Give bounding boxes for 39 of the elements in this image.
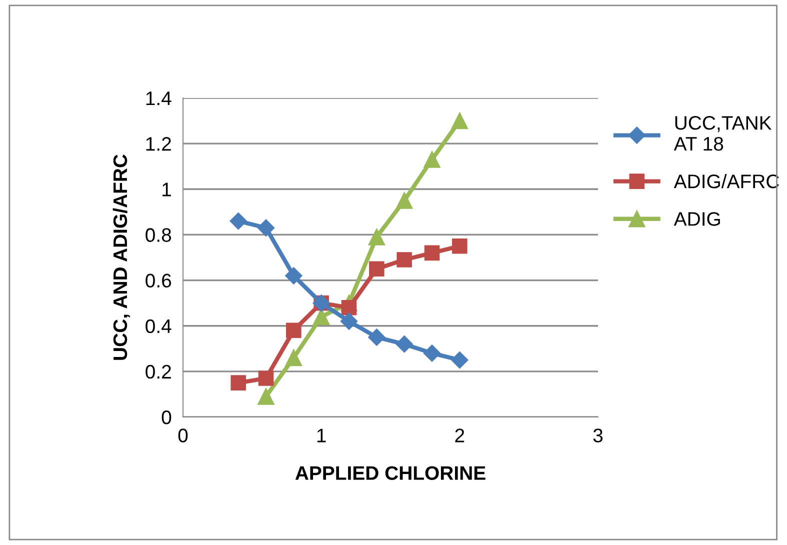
point <box>424 151 440 168</box>
point <box>423 344 441 362</box>
point <box>230 212 247 230</box>
point <box>369 261 384 277</box>
legend-label: UCC,TANK AT 18 <box>674 116 772 151</box>
y-tick-label: 0.8 <box>146 228 172 242</box>
y-tick-label: 0.6 <box>146 274 172 288</box>
point <box>230 375 246 390</box>
x-tick-label: 0 <box>178 428 188 442</box>
point <box>286 322 302 338</box>
x-tick-label: 3 <box>593 428 603 442</box>
point <box>396 336 413 353</box>
point <box>340 312 358 330</box>
y-tick-label: 0 <box>162 410 172 424</box>
point <box>368 228 385 246</box>
point <box>396 192 413 209</box>
point <box>341 300 357 316</box>
point <box>452 238 468 254</box>
point <box>451 351 468 369</box>
x-tick-label: 1 <box>317 428 326 442</box>
x-tick-label: 2 <box>455 428 464 442</box>
point <box>451 112 468 130</box>
y-tick-label: 1.2 <box>146 137 171 151</box>
point <box>396 252 412 268</box>
legend-label: ADIG/AFRC <box>674 174 779 188</box>
y-tick-label: 0.4 <box>146 319 172 334</box>
y-tick-label: 1.4 <box>146 92 172 106</box>
point <box>258 388 274 405</box>
legend-label: ADIG <box>674 212 720 226</box>
point <box>258 370 274 386</box>
x-axis-title: APPLIED CHLORINE <box>295 466 486 480</box>
point <box>257 219 275 236</box>
point <box>424 245 440 261</box>
y-axis-title: UCC, AND ADIG/AFRC <box>112 154 130 360</box>
point <box>285 267 302 284</box>
point <box>285 349 302 366</box>
point <box>368 328 386 346</box>
y-tick-label: 0.2 <box>146 364 171 379</box>
y-tick-label: 1 <box>162 182 171 196</box>
